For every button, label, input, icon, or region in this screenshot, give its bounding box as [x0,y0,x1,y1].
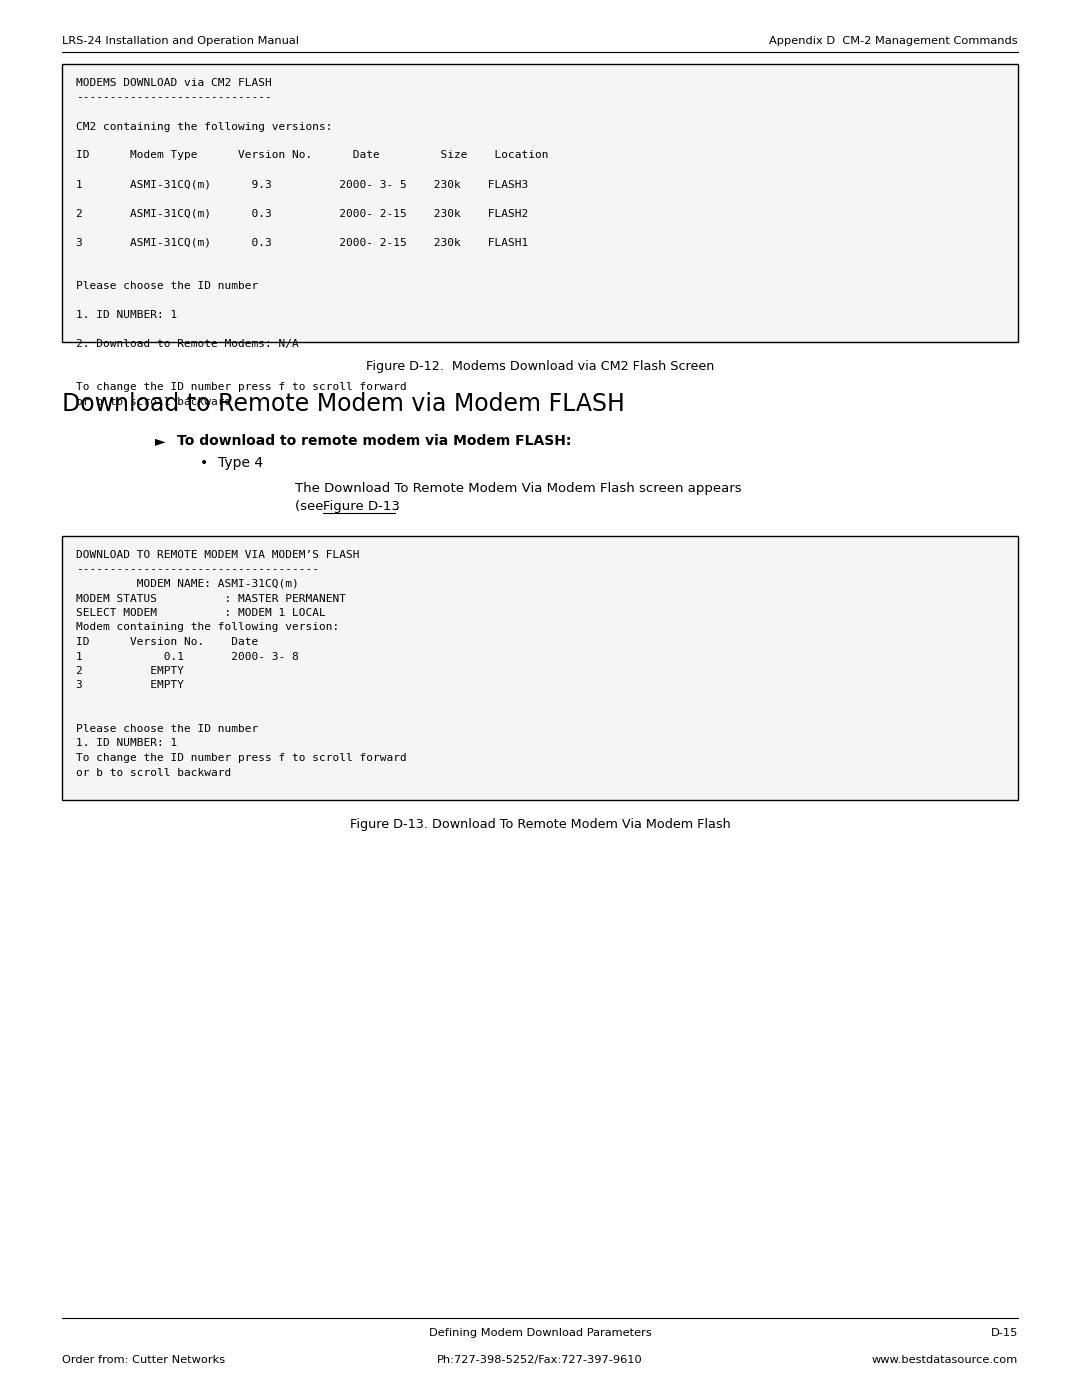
Text: LRS-24 Installation and Operation Manual: LRS-24 Installation and Operation Manual [62,36,299,46]
Text: 2. Download to Remote Modems: N/A: 2. Download to Remote Modems: N/A [76,339,299,349]
Text: www.bestdatasource.com: www.bestdatasource.com [872,1355,1018,1365]
Text: 1       ASMI-31CQ(m)      9.3          2000- 3- 5    230k    FLASH3: 1 ASMI-31CQ(m) 9.3 2000- 3- 5 230k FLASH… [76,179,528,190]
Text: CM2 containing the following versions:: CM2 containing the following versions: [76,122,333,131]
Text: Please choose the ID number: Please choose the ID number [76,724,258,733]
Text: Download to Remote Modem via Modem FLASH: Download to Remote Modem via Modem FLASH [62,393,625,416]
Text: D-15: D-15 [990,1329,1018,1338]
Text: 3          EMPTY: 3 EMPTY [76,680,184,690]
Text: Type 4: Type 4 [218,455,264,469]
Text: •: • [200,455,208,469]
Text: MODEMS DOWNLOAD via CM2 FLASH: MODEMS DOWNLOAD via CM2 FLASH [76,78,272,88]
Bar [62,536,1018,800]
Text: 2       ASMI-31CQ(m)      0.3          2000- 2-15    230k    FLASH2: 2 ASMI-31CQ(m) 0.3 2000- 2-15 230k FLASH… [76,208,528,218]
Bar [62,64,1018,342]
Text: ►: ► [156,434,165,448]
Text: 1. ID NUMBER: 1: 1. ID NUMBER: 1 [76,310,177,320]
Text: 2          EMPTY: 2 EMPTY [76,666,184,676]
Text: ID      Modem Type      Version No.      Date         Size    Location: ID Modem Type Version No. Date Size Loca… [76,151,549,161]
Text: To change the ID number press f to scroll forward: To change the ID number press f to scrol… [76,383,407,393]
Text: .: . [395,500,400,513]
Text: ------------------------------------: ------------------------------------ [76,564,319,574]
Text: Please choose the ID number: Please choose the ID number [76,281,258,291]
Text: 1. ID NUMBER: 1: 1. ID NUMBER: 1 [76,739,177,749]
Text: To change the ID number press f to scroll forward: To change the ID number press f to scrol… [76,753,407,763]
Text: -----------------------------: ----------------------------- [76,92,272,102]
Text: MODEM STATUS          : MASTER PERMANENT: MODEM STATUS : MASTER PERMANENT [76,594,346,604]
Text: Defining Modem Download Parameters: Defining Modem Download Parameters [429,1329,651,1338]
Text: To download to remote modem via Modem FLASH:: To download to remote modem via Modem FL… [177,434,571,448]
Text: DOWNLOAD TO REMOTE MODEM VIA MODEM’S FLASH: DOWNLOAD TO REMOTE MODEM VIA MODEM’S FLA… [76,550,360,560]
Text: ID      Version No.    Date: ID Version No. Date [76,637,258,647]
Text: Order from: Cutter Networks: Order from: Cutter Networks [62,1355,225,1365]
Text: The Download To Remote Modem Via Modem Flash screen appears: The Download To Remote Modem Via Modem F… [295,482,742,495]
Text: or b to scroll backward: or b to scroll backward [76,397,231,407]
Text: Appendix D  CM-2 Management Commands: Appendix D CM-2 Management Commands [769,36,1018,46]
Text: Figure D-13. Download To Remote Modem Via Modem Flash: Figure D-13. Download To Remote Modem Vi… [350,819,730,831]
Text: MODEM NAME: ASMI-31CQ(m): MODEM NAME: ASMI-31CQ(m) [76,578,299,590]
Text: Figure D-13: Figure D-13 [323,500,400,513]
Text: or b to scroll backward: or b to scroll backward [76,767,231,778]
Text: SELECT MODEM          : MODEM 1 LOCAL: SELECT MODEM : MODEM 1 LOCAL [76,608,326,617]
Text: Figure D-12.  Modems Download via CM2 Flash Screen: Figure D-12. Modems Download via CM2 Fla… [366,360,714,373]
Text: 1            0.1       2000- 3- 8: 1 0.1 2000- 3- 8 [76,651,299,662]
Text: Modem containing the following version:: Modem containing the following version: [76,623,339,633]
Text: (see: (see [295,500,327,513]
Text: 3       ASMI-31CQ(m)      0.3          2000- 2-15    230k    FLASH1: 3 ASMI-31CQ(m) 0.3 2000- 2-15 230k FLASH… [76,237,528,247]
Text: Ph:727-398-5252/Fax:727-397-9610: Ph:727-398-5252/Fax:727-397-9610 [437,1355,643,1365]
